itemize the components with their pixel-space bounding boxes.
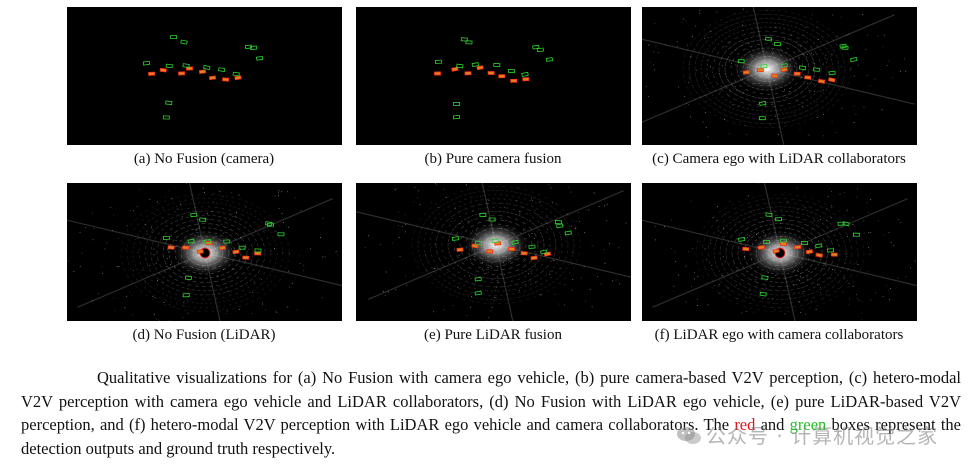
caption-tail: boxes represent the detection outputs an… — [21, 415, 961, 458]
wechat-logo-icon — [676, 426, 702, 446]
watermark-text: 公众号 · 计算机视觉之家 — [706, 424, 939, 448]
panel-b-image — [356, 7, 631, 145]
caption-mid: and — [755, 415, 790, 434]
panel-d-label: (d) No Fusion (LiDAR) — [132, 327, 276, 343]
panel-f-label: (f) LiDAR ego with camera collaborators — [654, 327, 904, 343]
panel-c-image — [642, 7, 917, 145]
panel-d-image — [67, 183, 342, 321]
watermark: 公众号 · 计算机视觉之家 — [676, 420, 938, 449]
panel-b-label: (b) Pure camera fusion — [424, 151, 562, 167]
panel-f-image — [642, 183, 917, 321]
panel-e-label: (e) Pure LiDAR fusion — [424, 327, 562, 343]
caption-lead: Qualitative visualizations for (a) No Fu… — [21, 368, 961, 434]
caption-red-word: red — [734, 415, 756, 434]
panel-a-label: (a) No Fusion (camera) — [133, 151, 275, 167]
caption-green-word: green — [789, 415, 827, 434]
figure-caption: Qualitative visualizations for (a) No Fu… — [21, 366, 961, 460]
panel-a-image — [67, 7, 342, 145]
panel-c-label: (c) Camera ego with LiDAR collaborators — [652, 151, 906, 167]
panel-e-image — [356, 183, 631, 321]
